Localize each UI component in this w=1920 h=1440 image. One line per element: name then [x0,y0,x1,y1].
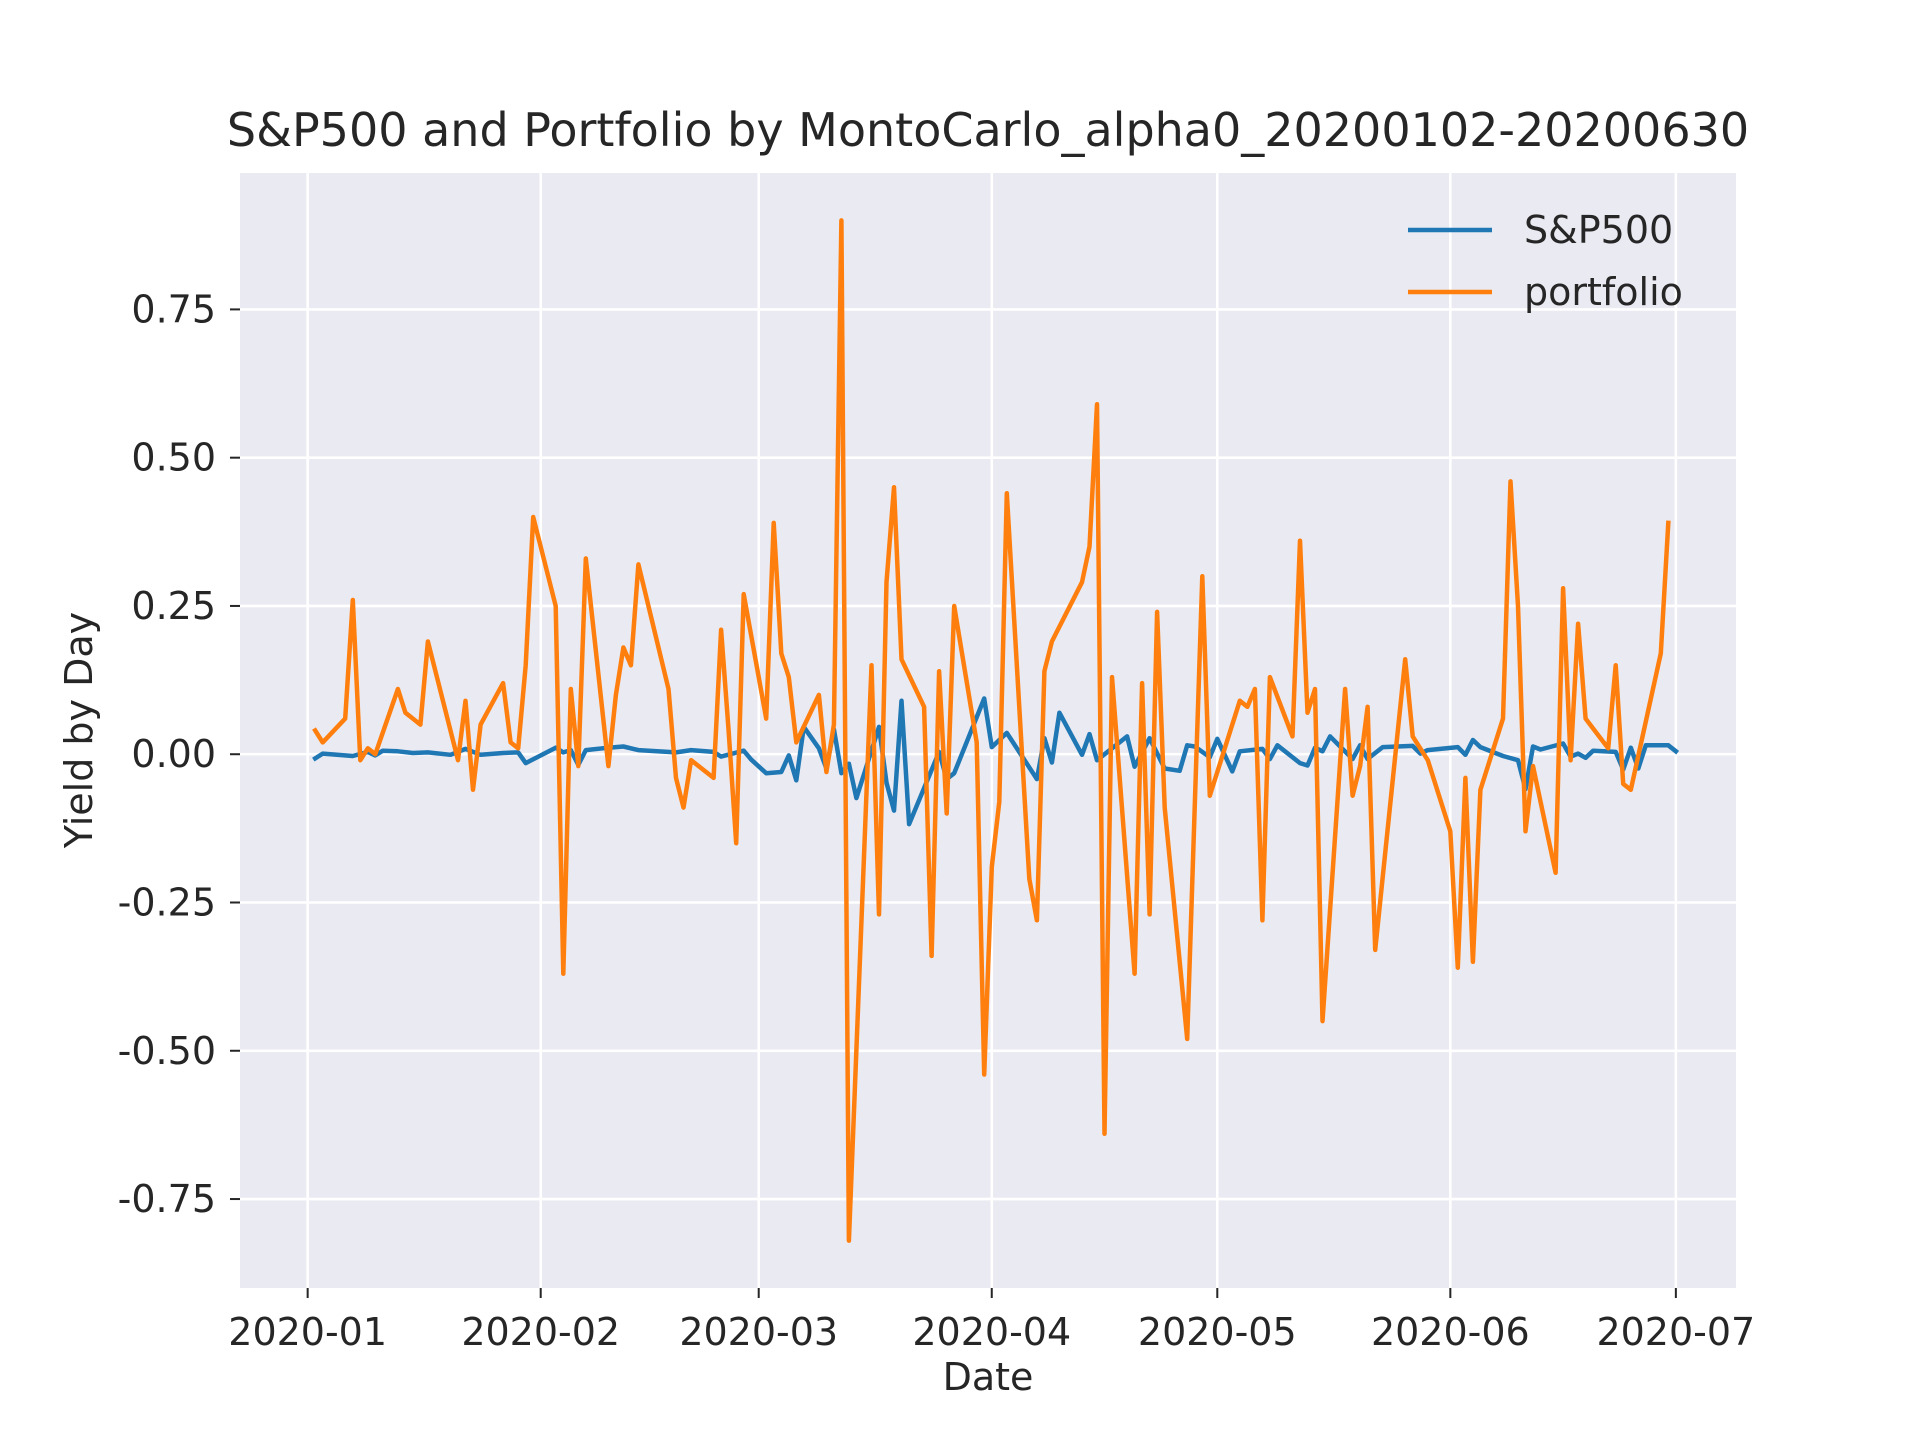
legend-label: S&P500 [1524,208,1673,252]
x-tick-label: 2020-03 [679,1310,838,1354]
y-tick-label: 0.75 [131,287,216,331]
y-tick-label: -0.50 [118,1029,216,1073]
x-axis-label: Date [943,1355,1034,1399]
series-line-s-p500 [312,696,1680,827]
legend: S&P500 portfolio [1408,208,1683,314]
x-tick-label: 2020-06 [1371,1310,1530,1354]
x-tick-label: 2020-05 [1138,1310,1297,1354]
x-tick-label: 2020-01 [228,1310,387,1354]
y-tick-label: -0.75 [118,1177,216,1221]
y-tick-label: 0.25 [131,584,216,628]
gridlines [240,173,1736,1288]
y-tick-label: 0.50 [131,436,216,480]
x-axis-ticks: 2020-01 2020-02 2020-03 2020-04 2020-05 2020-… [228,1288,1755,1354]
legend-label: portfolio [1524,270,1683,314]
x-tick-label: 2020-07 [1596,1310,1755,1354]
series-layer [312,218,1680,1243]
series-line-portfolio [312,218,1671,1243]
x-tick-label: 2020-02 [461,1310,620,1354]
y-axis-ticks: -0.75 -0.50 -0.25 0.00 0.25 0.50 0.75 [118,287,240,1221]
chart-title: S&P500 and Portfolio by MontoCarlo_alpha… [227,103,1749,157]
y-tick-label: 0.00 [131,732,216,776]
y-axis-label: Yield by Day [57,612,101,849]
y-tick-label: -0.25 [118,880,216,924]
x-tick-label: 2020-04 [912,1310,1071,1354]
